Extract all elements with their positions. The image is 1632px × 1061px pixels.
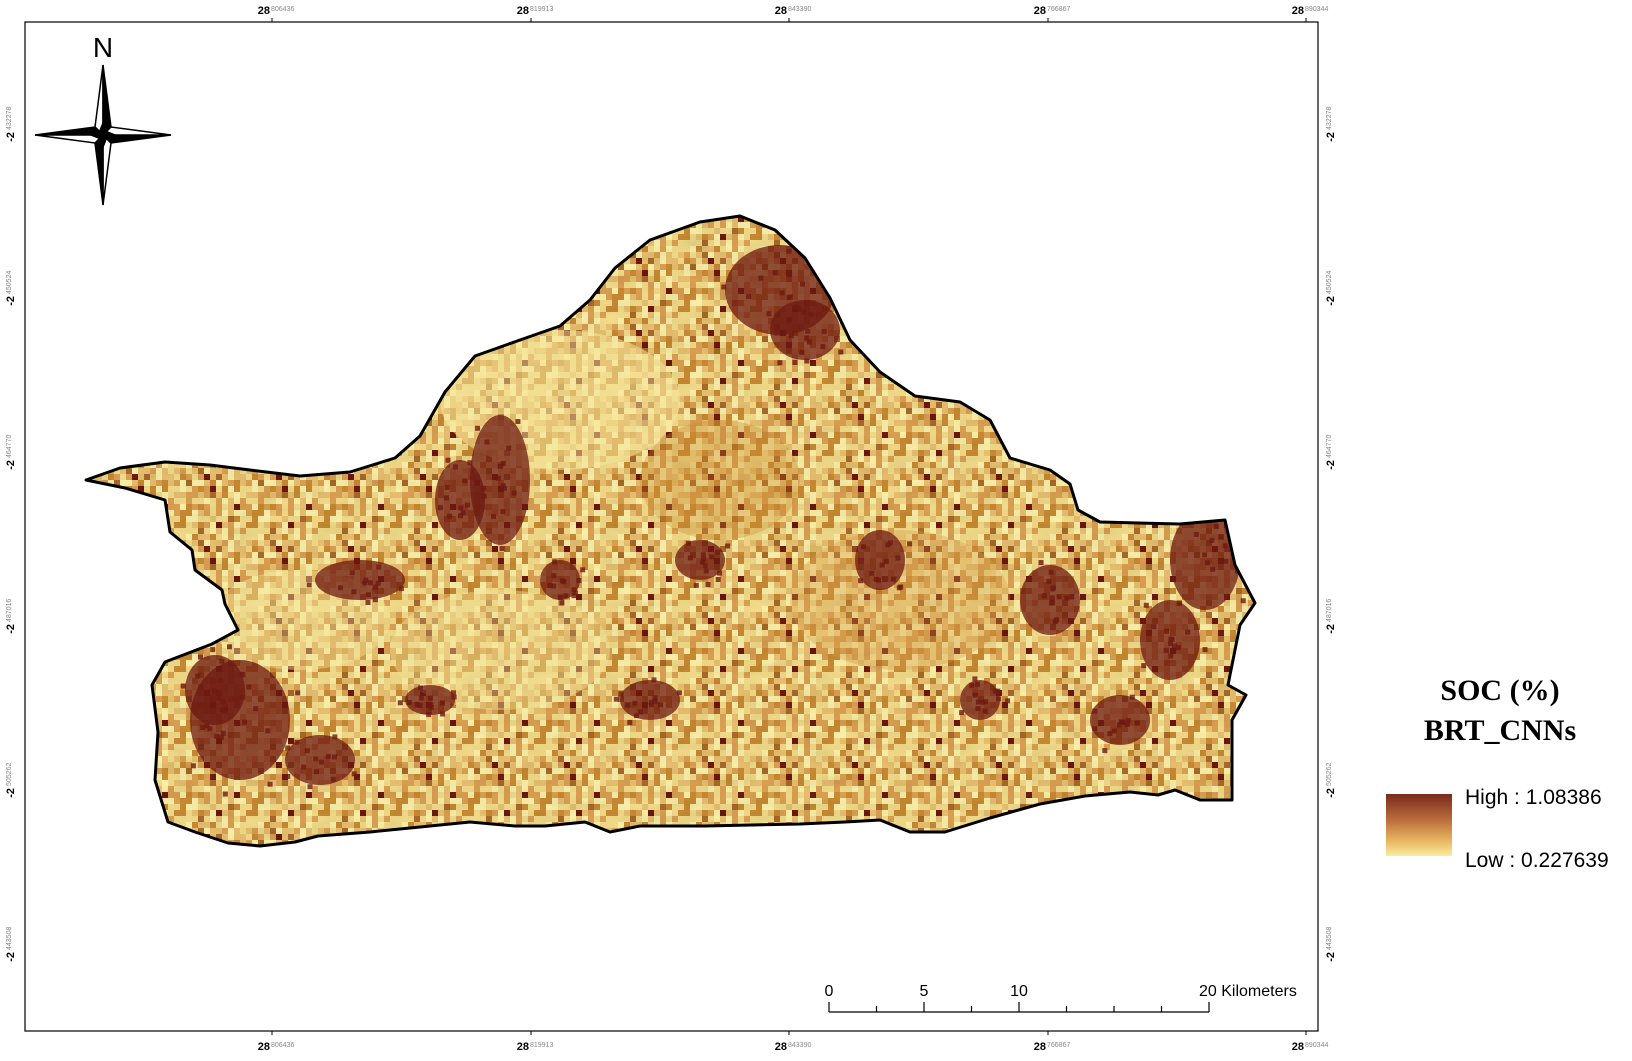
- scale-label-20: 20 Kilometers: [1199, 983, 1297, 1000]
- left-tick-minor: 443508: [6, 927, 13, 950]
- right-tick-major: -2: [1325, 788, 1337, 798]
- scale-label-10: 10: [1010, 983, 1028, 1000]
- top-tick-major: 28: [775, 5, 787, 17]
- left-tick-2: -2 464770: [5, 435, 17, 470]
- legend-title-unit: SOC (%): [1440, 674, 1560, 707]
- top-tick-major: 28: [517, 5, 529, 17]
- top-tick-2: 28 843390: [775, 5, 811, 22]
- right-tick-minor: 505262: [1326, 763, 1333, 786]
- left-tick-minor: 464770: [6, 435, 13, 458]
- bottom-tick-major: 28: [775, 1041, 787, 1053]
- bottom-tick-major: 28: [258, 1041, 270, 1053]
- left-tick-minor: 432278: [6, 107, 13, 130]
- bottom-tick-minor: 890344: [1305, 1042, 1328, 1049]
- right-tick-major: -2: [1325, 952, 1337, 962]
- scale-label-0: 0: [825, 983, 834, 1000]
- right-tick-major: -2: [1325, 296, 1337, 306]
- legend-high-label: High: [1465, 786, 1509, 809]
- right-tick-5: -2 443508: [1325, 927, 1337, 962]
- scale-bar: 0 5 10 20 Kilometers: [825, 983, 1297, 1013]
- right-tick-major: -2: [1325, 132, 1337, 142]
- bottom-tick-1: 28 819913: [517, 1031, 553, 1053]
- right-tick-0: -2 432278: [1325, 107, 1337, 142]
- left-tick-major: -2: [5, 132, 17, 142]
- legend-high-value: 1.08386: [1525, 786, 1602, 809]
- bottom-tick-minor: 766867: [1047, 1042, 1070, 1049]
- map-frame: [24, 21, 1319, 1032]
- top-tick-major: 28: [1034, 5, 1046, 17]
- left-tick-1: -2 450524: [5, 271, 17, 306]
- right-tick-3: -2 487016: [1325, 599, 1337, 634]
- left-tick-4: -2 505262: [5, 763, 17, 798]
- left-tick-5: -2 443508: [5, 927, 17, 962]
- top-tick-1: 28 819913: [517, 5, 553, 22]
- bottom-tick-minor: 819913: [530, 1042, 553, 1049]
- legend-low-value: 0.227639: [1521, 849, 1609, 872]
- top-tick-major: 28: [1292, 5, 1304, 17]
- top-tick-minor: 819913: [530, 6, 553, 13]
- top-tick-minor: 890344: [1305, 6, 1328, 13]
- legend-title-model: BRT_CNNs: [1423, 714, 1577, 747]
- bottom-tick-0: 28 806436: [258, 1031, 294, 1053]
- bottom-tick-major: 28: [517, 1041, 529, 1053]
- bottom-tick-3: 28 766867: [1034, 1031, 1070, 1053]
- scale-label-5: 5: [920, 983, 929, 1000]
- legend-high: High : 1.08386: [1465, 786, 1602, 809]
- left-tick-minor: 450524: [6, 271, 13, 294]
- right-tick-minor: 464770: [1326, 435, 1333, 458]
- legend-low: Low : 0.227639: [1465, 849, 1609, 872]
- top-tick-minor: 806436: [271, 6, 294, 13]
- right-tick-minor: 443508: [1326, 927, 1333, 950]
- top-tick-4: 28 890344: [1292, 5, 1328, 22]
- left-tick-minor: 505262: [6, 763, 13, 786]
- left-tick-major: -2: [5, 952, 17, 962]
- left-tick-major: -2: [5, 624, 17, 634]
- bottom-tick-4: 28 890344: [1292, 1031, 1328, 1053]
- right-tick-major: -2: [1325, 624, 1337, 634]
- soc-raster: [86, 216, 1255, 846]
- right-tick-4: -2 505262: [1325, 763, 1337, 798]
- left-tick-0: -2 432278: [5, 107, 17, 142]
- right-tick-minor: 487016: [1326, 599, 1333, 622]
- north-arrow: N: [34, 32, 172, 206]
- north-label: N: [93, 32, 113, 63]
- bottom-tick-minor: 843390: [788, 1042, 811, 1049]
- right-tick-minor: 450524: [1326, 271, 1333, 294]
- top-tick-0: 28 806436: [258, 5, 294, 22]
- study-area-boundary: [84, 214, 1257, 848]
- legend-color-ramp: [1386, 794, 1452, 856]
- coordinate-ticks: 28 806436 28 819913 28 843390 28 766867 28 890344…: [5, 5, 1337, 1053]
- compass-rose-icon: [34, 64, 172, 206]
- right-tick-1: -2 450524: [1325, 271, 1337, 306]
- left-tick-major: -2: [5, 296, 17, 306]
- top-tick-major: 28: [258, 5, 270, 17]
- bottom-tick-2: 28 843390: [775, 1031, 811, 1053]
- top-tick-minor: 843390: [788, 6, 811, 13]
- left-tick-major: -2: [5, 460, 17, 470]
- left-tick-3: -2 487016: [5, 599, 17, 634]
- bottom-tick-major: 28: [1034, 1041, 1046, 1053]
- right-tick-2: -2 464770: [1325, 435, 1337, 470]
- left-tick-minor: 487016: [6, 599, 13, 622]
- legend-low-label: Low: [1465, 849, 1504, 872]
- right-tick-major: -2: [1325, 460, 1337, 470]
- top-tick-minor: 766867: [1047, 6, 1070, 13]
- left-tick-major: -2: [5, 788, 17, 798]
- top-tick-3: 28 766867: [1034, 5, 1070, 22]
- bottom-tick-minor: 806436: [271, 1042, 294, 1049]
- bottom-tick-major: 28: [1292, 1041, 1304, 1053]
- right-tick-minor: 432278: [1326, 107, 1333, 130]
